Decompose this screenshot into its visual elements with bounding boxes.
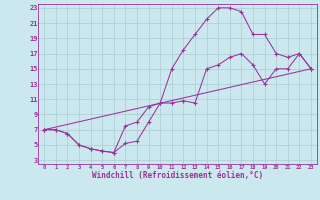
X-axis label: Windchill (Refroidissement éolien,°C): Windchill (Refroidissement éolien,°C) — [92, 171, 263, 180]
